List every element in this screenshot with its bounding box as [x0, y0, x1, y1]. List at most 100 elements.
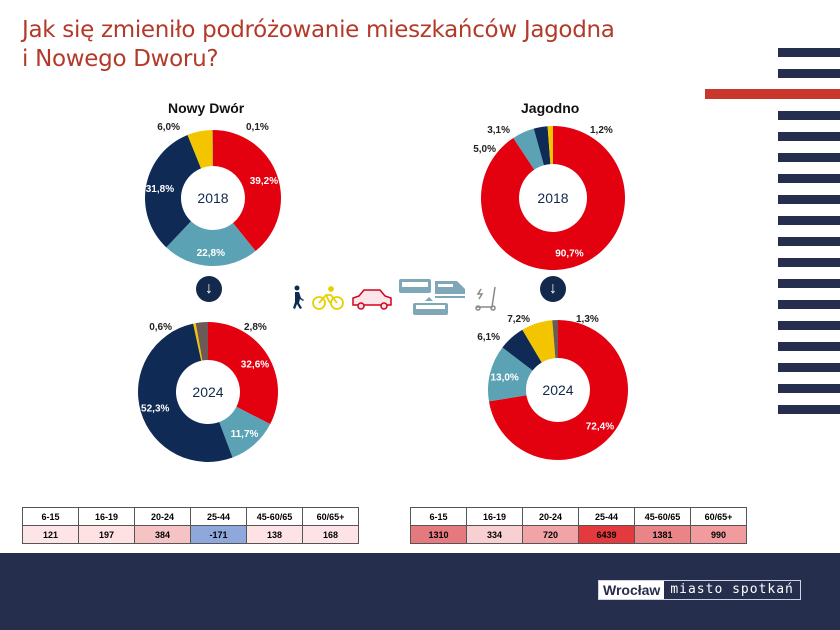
- scooter-icon: [475, 286, 496, 311]
- donut-segment-walk: [145, 134, 202, 248]
- donut-data-label: 0,6%: [149, 322, 172, 333]
- car-icon: [352, 289, 392, 310]
- stripe: [778, 216, 840, 225]
- table-cell: 20-24: [522, 507, 579, 526]
- logo-slogan: miasto spotkań: [670, 582, 794, 597]
- stripe: [778, 321, 840, 330]
- table-header-row: 6-15 16-19 20-24 25-44 45-60/65 60/65+: [410, 507, 747, 526]
- table-cell: -171: [190, 525, 247, 544]
- donut-year-label: 2018: [197, 190, 228, 206]
- train-icon: [435, 281, 465, 298]
- stripe: [778, 153, 840, 162]
- table-cell: 45-60/65: [246, 507, 303, 526]
- table-cell: 990: [690, 525, 747, 544]
- stripe: [778, 363, 840, 372]
- table-cell: 6-15: [22, 507, 79, 526]
- table-cell: 25-44: [190, 507, 247, 526]
- donut-segment-car: [488, 320, 628, 460]
- accent-bar: [705, 89, 840, 99]
- donut-segment-transit: [488, 347, 533, 402]
- wroclaw-logo: Wrocław miasto spotkań: [598, 580, 801, 600]
- donut-data-label: 1,2%: [590, 125, 613, 136]
- stripe: [778, 69, 840, 78]
- donut-year-label: 2018: [537, 190, 568, 206]
- table-cell: 20-24: [134, 507, 191, 526]
- donut-segment-transit: [219, 406, 271, 458]
- table-cell: 1310: [410, 525, 467, 544]
- donut-data-label: 6,1%: [477, 332, 500, 343]
- donut-data-label: 31,8%: [146, 184, 174, 195]
- title-line-1: Jak się zmieniło podróżowanie mieszkańcó…: [22, 17, 615, 43]
- stripe: [778, 279, 840, 288]
- stripe: [778, 405, 840, 414]
- bus-icon: [399, 279, 431, 293]
- donut-data-label: 72,4%: [586, 422, 614, 433]
- table-cell: 334: [466, 525, 523, 544]
- walk-icon: [293, 285, 304, 309]
- donut-data-label: 90,7%: [555, 249, 583, 260]
- table-row: 121 197 384 -171 138 168: [22, 525, 359, 544]
- donut-data-label: 22,8%: [197, 248, 225, 259]
- donut-segment-transit: [513, 128, 544, 170]
- donut-segment-walk: [138, 323, 233, 462]
- donut-data-label: 52,3%: [141, 404, 169, 415]
- donut-segment-other: [552, 320, 558, 359]
- donut-segment-bike: [187, 130, 213, 169]
- donut-data-label: 5,0%: [473, 144, 496, 155]
- table-cell: 60/65+: [690, 507, 747, 526]
- stripe: [778, 342, 840, 351]
- stripe: [778, 237, 840, 246]
- place-title-jagodno: Jagodno: [521, 100, 580, 116]
- stripe: [778, 258, 840, 267]
- donut-data-label: 2,8%: [244, 322, 267, 333]
- table-cell: 1381: [634, 525, 691, 544]
- donut-segment-transit: [166, 221, 256, 266]
- table-cell: 384: [134, 525, 191, 544]
- stripe: [778, 48, 840, 57]
- donut-year-label: 2024: [192, 384, 223, 400]
- donut-data-label: 11,7%: [231, 429, 259, 440]
- arrow-down-icon: ↓: [196, 276, 222, 302]
- tram-icon: [413, 297, 448, 315]
- donut-charts: 39,2% 22,8% 31,8% 6,0% 0,1% 2018 32,6% 11,7% 52,…: [138, 122, 628, 462]
- donut-data-label: 32,6%: [241, 359, 269, 370]
- stripe: [778, 132, 840, 141]
- table-cell: 60/65+: [302, 507, 359, 526]
- table-cell: 6439: [578, 525, 635, 544]
- stripe: [778, 195, 840, 204]
- stripe: [778, 174, 840, 183]
- table-cell: 6-15: [410, 507, 467, 526]
- table-cell: 16-19: [466, 507, 523, 526]
- table-cell: 121: [22, 525, 79, 544]
- table-cell: 168: [302, 525, 359, 544]
- footer: [0, 553, 840, 630]
- stripe: [778, 300, 840, 309]
- donut-data-label: 0,1%: [246, 122, 269, 133]
- table-cell: 16-19: [78, 507, 135, 526]
- page-title: Jak się zmieniło podróżowanie mieszkańcó…: [22, 16, 615, 74]
- right-age-table: 6-15 16-19 20-24 25-44 45-60/65 60/65+ 1310 33…: [410, 507, 747, 544]
- table-cell: 138: [246, 525, 303, 544]
- donut-segment-walk: [502, 329, 542, 371]
- place-title-nowy-dwor: Nowy Dwór: [168, 100, 245, 116]
- donut-segment-bike: [193, 323, 203, 361]
- donut-segment-bike: [547, 126, 553, 165]
- table-row: 1310 334 720 6439 1381 990: [410, 525, 747, 544]
- transport-icons: [293, 279, 496, 315]
- table-cell: 720: [522, 525, 579, 544]
- stripe: [778, 111, 840, 120]
- donut-segment-other: [195, 322, 208, 361]
- table-header-row: 6-15 16-19 20-24 25-44 45-60/65 60/65+: [22, 507, 359, 526]
- donut-segment-car: [480, 126, 625, 270]
- donut-segment-car: [208, 322, 278, 425]
- stripe: [778, 384, 840, 393]
- table-cell: 197: [78, 525, 135, 544]
- donut-data-label: 39,2%: [250, 176, 278, 187]
- donut-data-label: 13,0%: [490, 373, 518, 384]
- donut-segment-car: [213, 130, 281, 252]
- donut-data-label: 6,0%: [157, 122, 180, 133]
- donut-data-label: 7,2%: [507, 314, 530, 325]
- table-cell: 25-44: [578, 507, 635, 526]
- donut-data-label: 1,3%: [576, 314, 599, 325]
- donut-segment-bike: [522, 320, 556, 363]
